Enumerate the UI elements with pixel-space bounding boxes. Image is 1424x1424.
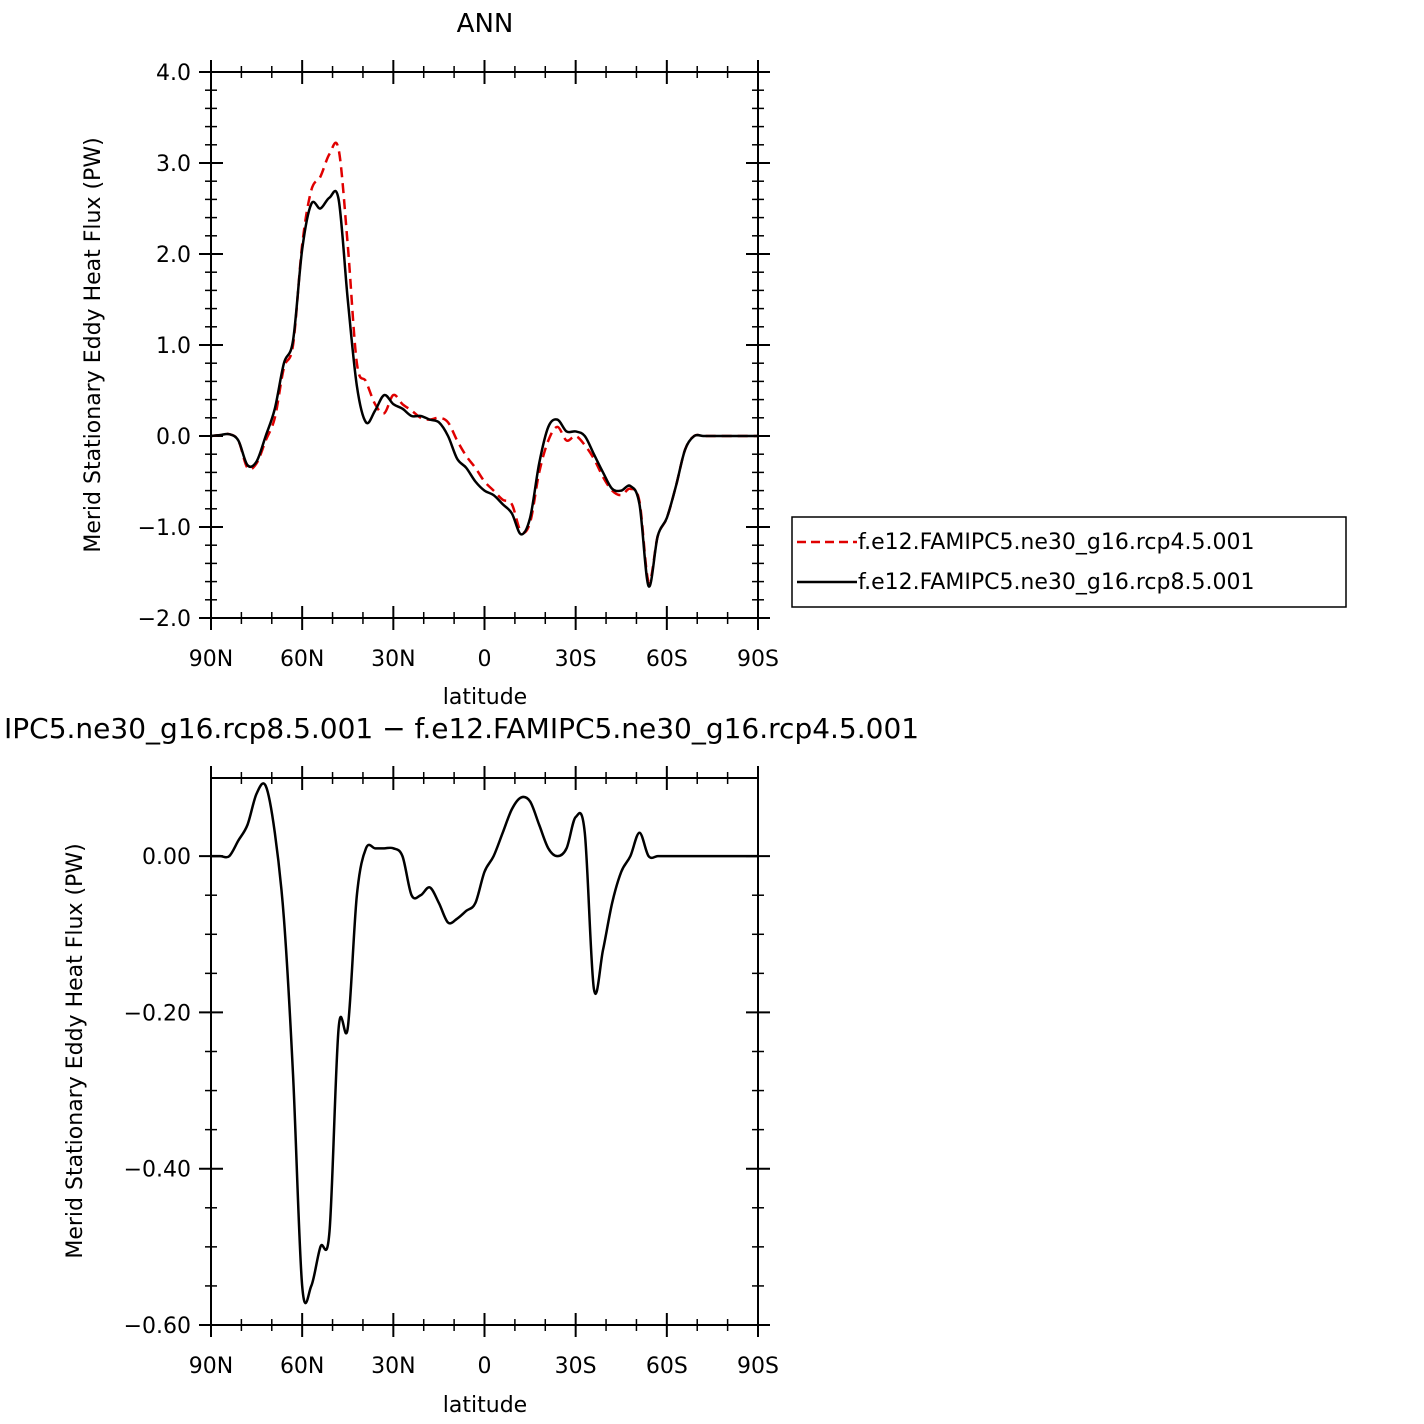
- legend-label-rcp45: f.e12.FAMIPC5.ne30_g16.rcp4.5.001: [858, 530, 1254, 555]
- bottom-xtick-label: 60N: [280, 1354, 324, 1379]
- top-xtick-label: 90N: [189, 647, 233, 672]
- top-x-ticks: 90N 60N 30N 0 30S 60S 90S: [189, 60, 779, 672]
- top-xtick-label: 90S: [737, 647, 779, 672]
- top-xtick-label: 30S: [555, 647, 597, 672]
- top-xtick-label: 0: [478, 647, 492, 672]
- legend-label-rcp85: f.e12.FAMIPC5.ne30_g16.rcp8.5.001: [858, 570, 1254, 595]
- bottom-chart-xlabel: latitude: [443, 1393, 527, 1418]
- bottom-plot-frame: [210, 777, 759, 1326]
- top-chart-xlabel: latitude: [443, 685, 527, 710]
- bottom-xtick-label: 60S: [646, 1354, 688, 1379]
- top-series-lines: [210, 141, 758, 588]
- top-chart-ylabel: Merid Stationary Eddy Heat Flux (PW): [81, 137, 106, 552]
- top-xtick-label: 60S: [646, 647, 688, 672]
- bottom-ytick-label: −0.20: [124, 1001, 191, 1026]
- top-series-line-1: [210, 189, 758, 588]
- top-ytick-label: −2.0: [138, 607, 191, 632]
- bottom-xtick-label: 90N: [189, 1354, 233, 1379]
- top-ytick-label: 1.0: [156, 334, 191, 359]
- legend: f.e12.FAMIPC5.ne30_g16.rcp4.5.001 f.e12.…: [791, 516, 1347, 608]
- bottom-ytick-label: −0.60: [124, 1314, 191, 1339]
- top-chart-panel: ANN Merid Stationary Eddy Heat Flux (PW)…: [81, 9, 1347, 710]
- top-xtick-label: 30N: [371, 647, 415, 672]
- top-series-line-0: [210, 141, 758, 583]
- bottom-xtick-label: 0: [478, 1354, 492, 1379]
- top-ytick-label: −1.0: [138, 516, 191, 541]
- top-ytick-label: 4.0: [156, 61, 191, 86]
- bottom-ytick-label: −0.40: [124, 1158, 191, 1183]
- bottom-chart-ylabel: Merid Stationary Eddy Heat Flux (PW): [63, 843, 88, 1258]
- bottom-ytick-label: 0.00: [142, 845, 191, 870]
- top-ytick-label: 3.0: [156, 152, 191, 177]
- bottom-x-ticks: 90N 60N 30N 0 30S 60S 90S: [189, 766, 779, 1379]
- bottom-chart-title: IPC5.ne30_g16.rcp8.5.001 − f.e12.FAMIPC5…: [4, 712, 919, 745]
- bottom-series-line-0: [210, 782, 758, 1305]
- legend-box: [791, 516, 1347, 608]
- top-plot-frame: [210, 71, 759, 619]
- top-ytick-label: 2.0: [156, 243, 191, 268]
- bottom-xtick-label: 30N: [371, 1354, 415, 1379]
- bottom-xtick-label: 30S: [555, 1354, 597, 1379]
- bottom-xtick-label: 90S: [737, 1354, 779, 1379]
- top-ytick-label: 0.0: [156, 425, 191, 450]
- bottom-chart-panel: IPC5.ne30_g16.rcp8.5.001 − f.e12.FAMIPC5…: [4, 712, 919, 1418]
- top-chart-title: ANN: [457, 9, 514, 39]
- bottom-series-lines: [210, 782, 758, 1305]
- top-y-ticks: −2.0 −1.0 0.0 1.0 2.0 3.0 4.0: [138, 61, 770, 632]
- top-xtick-label: 60N: [280, 647, 324, 672]
